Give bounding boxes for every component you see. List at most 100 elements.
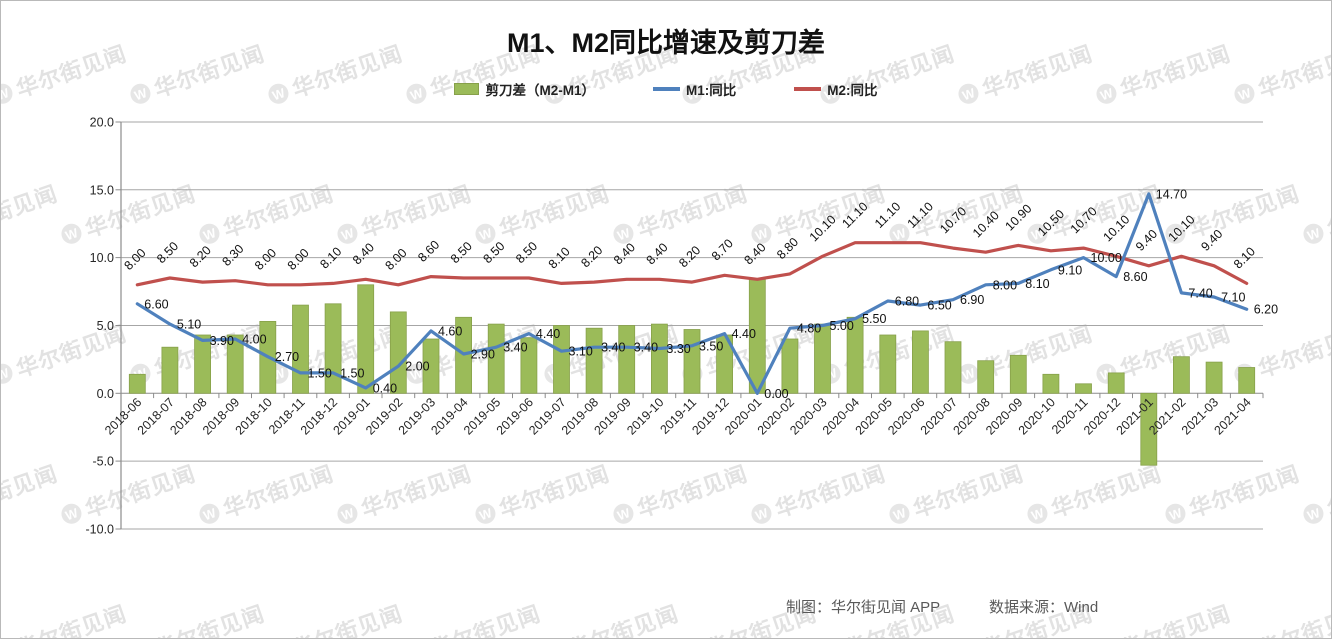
m1-data-label: 6.20 bbox=[1254, 303, 1278, 317]
m2-data-label: 8.50 bbox=[154, 239, 181, 266]
legend-label-m2: M2:同比 bbox=[827, 83, 878, 98]
bar-2021-01 bbox=[1140, 392, 1158, 466]
m1-data-label: 3.10 bbox=[569, 345, 593, 359]
m2-data-label: 10.10 bbox=[1166, 212, 1198, 244]
m2-data-label: 8.60 bbox=[415, 238, 442, 265]
m2-line bbox=[135, 241, 1249, 287]
bar-2020-02 bbox=[781, 338, 799, 394]
m2-data-label: 8.70 bbox=[709, 236, 736, 263]
m2-data-label: 8.20 bbox=[578, 243, 605, 270]
m1-data-label: 1.50 bbox=[308, 366, 332, 380]
m1-data-label: 6.90 bbox=[960, 293, 984, 307]
m2-data-label: 8.50 bbox=[513, 239, 540, 266]
m1-data-label: 4.60 bbox=[438, 324, 462, 338]
chart-title: M1、M2同比增速及剪刀差 bbox=[506, 28, 825, 58]
bar-2019-09 bbox=[618, 325, 636, 394]
x-tick-label: 2018-10 bbox=[233, 395, 275, 437]
m2-data-label: 8.50 bbox=[448, 239, 475, 266]
m2-data-label: 8.20 bbox=[676, 243, 703, 270]
m2-data-label: 8.00 bbox=[285, 246, 312, 273]
m2-data-label: 8.10 bbox=[317, 244, 344, 271]
bar-2018-12 bbox=[324, 303, 342, 394]
m2-data-label: 9.40 bbox=[1133, 227, 1160, 254]
m1-data-label: 1.50 bbox=[340, 366, 364, 380]
m1-data-label: 6.60 bbox=[144, 297, 168, 311]
bar-2019-05 bbox=[487, 323, 505, 394]
m2-data-label: 10.70 bbox=[937, 204, 969, 236]
y-tick-label: -5.0 bbox=[92, 455, 114, 469]
m1-data-label: 3.30 bbox=[666, 342, 690, 356]
m2-data-label: 11.10 bbox=[872, 199, 903, 230]
bar-2019-10 bbox=[651, 323, 668, 394]
m1-data-label: 4.00 bbox=[242, 333, 266, 347]
bar-2020-12 bbox=[1107, 372, 1125, 394]
m1-data-label: 4.80 bbox=[797, 322, 821, 336]
bar-2018-11 bbox=[292, 304, 309, 394]
legend-item-scissors: 剪刀差（M2-M1） bbox=[454, 79, 595, 99]
m2-data-label: 9.40 bbox=[1198, 227, 1225, 254]
m1-data-label: 5.50 bbox=[862, 312, 886, 326]
bar-2019-08 bbox=[585, 327, 603, 394]
m2-data-label: 10.10 bbox=[1100, 212, 1132, 244]
x-tick-label: 2020-10 bbox=[1016, 395, 1058, 437]
m2-data-label: 8.50 bbox=[480, 239, 507, 266]
bar-2018-08 bbox=[194, 334, 212, 394]
m1-data-label: 4.40 bbox=[732, 327, 756, 341]
y-tick-label: 0.0 bbox=[97, 387, 114, 401]
bar-2020-09 bbox=[1009, 354, 1027, 394]
m2-data-label: 8.30 bbox=[219, 242, 246, 269]
m2-data-label: 10.40 bbox=[970, 208, 1002, 240]
y-tick-label: 10.0 bbox=[90, 251, 114, 265]
legend-label-scissors: 剪刀差（M2-M1） bbox=[485, 83, 595, 98]
m1-data-label: 8.10 bbox=[1025, 277, 1049, 291]
m2-data-label: 10.90 bbox=[1003, 201, 1035, 233]
m1-data-label: 7.40 bbox=[1188, 286, 1212, 300]
m1-data-label: 3.40 bbox=[634, 341, 658, 355]
bar-2018-07 bbox=[161, 346, 179, 394]
y-tick-label: -10.0 bbox=[86, 523, 115, 537]
m1-line bbox=[135, 192, 1249, 395]
m1-data-label: 0.00 bbox=[764, 387, 788, 401]
x-tick-label: 2019-10 bbox=[624, 395, 666, 437]
m2-data-label: 10.70 bbox=[1068, 204, 1100, 236]
bar-2020-08 bbox=[977, 360, 995, 394]
m2-data-label: 8.20 bbox=[187, 243, 214, 270]
m2-data-label: 8.00 bbox=[383, 246, 410, 273]
bar-2019-02 bbox=[389, 311, 407, 394]
m1-data-label: 3.50 bbox=[699, 339, 723, 353]
m1-data-label: 4.40 bbox=[536, 327, 560, 341]
bar-2019-11 bbox=[683, 329, 701, 394]
m1-data-label: 5.00 bbox=[830, 319, 854, 333]
y-tick-label: 5.0 bbox=[97, 319, 114, 333]
m1-data-label: 6.80 bbox=[895, 295, 919, 309]
m1-data-label: 5.10 bbox=[177, 318, 201, 332]
m1-data-label: 6.50 bbox=[927, 299, 951, 313]
m2-data-label: 8.40 bbox=[611, 240, 638, 267]
m1-data-label: 3.40 bbox=[503, 341, 527, 355]
bar-2018-09 bbox=[226, 334, 244, 394]
m1-data-label: 8.00 bbox=[993, 278, 1017, 292]
m2-data-label: 8.10 bbox=[546, 244, 573, 271]
m2-data-label: 8.40 bbox=[350, 240, 377, 267]
source-text: 数据来源：Wind bbox=[989, 599, 1099, 616]
x-tick-label: 2021-04 bbox=[1211, 395, 1253, 437]
m2-data-label: 10.10 bbox=[807, 212, 839, 244]
m1-data-label: 2.90 bbox=[471, 348, 495, 362]
legend-item-m2: M2:同比 bbox=[794, 79, 878, 99]
bar-2020-10 bbox=[1042, 373, 1060, 394]
m1-line-swatch-icon bbox=[653, 87, 680, 91]
bar-2021-03 bbox=[1205, 361, 1223, 394]
m1-data-label: 0.40 bbox=[373, 381, 397, 395]
m1-data-label: 9.10 bbox=[1058, 263, 1082, 277]
legend: 剪刀差（M2-M1） M1:同比 M2:同比 bbox=[1, 79, 1331, 99]
m1-data-label: 14.70 bbox=[1156, 187, 1187, 201]
bar-2021-04 bbox=[1238, 367, 1256, 394]
bar-2020-06 bbox=[912, 330, 929, 394]
m1-data-label: 3.90 bbox=[210, 334, 234, 348]
m1-data-label: 7.10 bbox=[1221, 291, 1245, 305]
bar-2020-05 bbox=[879, 334, 897, 394]
m2-data-label: 8.40 bbox=[644, 240, 671, 267]
legend-label-m1: M1:同比 bbox=[686, 83, 737, 98]
